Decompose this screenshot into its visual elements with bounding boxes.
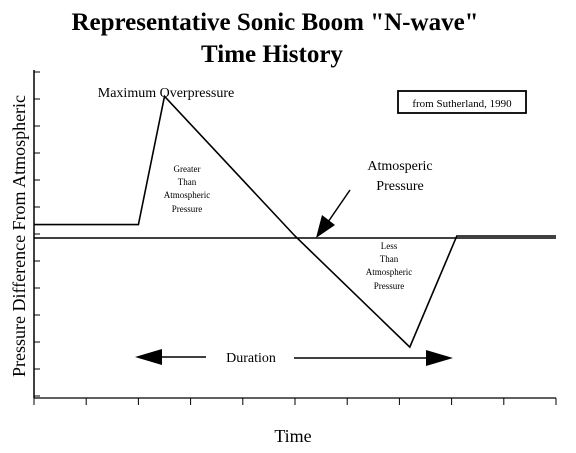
duration-arrow-right-head [426, 350, 453, 366]
less-label-1: Less [381, 241, 398, 251]
max-overpressure-label: Maximum Overpressure [98, 86, 234, 101]
duration-label: Duration [226, 351, 276, 366]
source-note: from Sutherland, 1990 [412, 98, 512, 110]
greater-label-2: Than [178, 177, 197, 187]
chart-subtitle: Time History [201, 41, 343, 68]
less-label-4: Pressure [374, 281, 405, 291]
n-wave-line [34, 94, 556, 349]
greater-label-4: Pressure [172, 204, 203, 214]
atmospheric-label-2: Pressure [376, 179, 423, 194]
less-label-3: Atmospheric [366, 267, 413, 277]
chart-title: Representative Sonic Boom "N-wave" [71, 9, 478, 36]
x-axis-ticks [33, 398, 557, 405]
atmospheric-label-1: Atmosperic [367, 159, 432, 174]
x-axis-title: Time [274, 426, 311, 446]
greater-label-1: Greater [174, 164, 201, 174]
greater-label-3: Atmospheric [164, 190, 211, 200]
duration-arrow-left-head [135, 349, 162, 365]
source-box [397, 90, 527, 114]
y-axis-title: Pressure Difference From Atmospheric [9, 95, 29, 377]
atmospheric-arrow-shaft [327, 189, 351, 223]
atmospheric-arrow-head [316, 215, 335, 238]
y-axis-ticks [34, 71, 40, 397]
less-label-2: Than [380, 254, 399, 264]
